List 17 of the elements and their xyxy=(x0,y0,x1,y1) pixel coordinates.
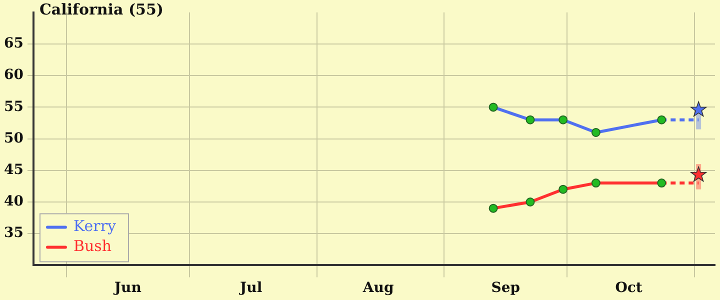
y-tick-label: 45 xyxy=(4,162,24,178)
x-tick-label: Sep xyxy=(491,280,520,296)
point xyxy=(690,166,707,182)
legend-label: Kerry xyxy=(73,217,117,236)
x-tick-label: Jul xyxy=(238,280,262,296)
x-tick-label: Jun xyxy=(112,280,142,296)
x-tick-label: Aug xyxy=(362,280,394,296)
y-tick-label: 55 xyxy=(4,98,24,115)
y-tick-label: 50 xyxy=(4,130,24,146)
y-tick-label: 35 xyxy=(4,225,24,242)
point xyxy=(690,101,707,117)
x-tick-label: Oct xyxy=(615,280,643,296)
legend-label: Bush xyxy=(73,237,112,256)
y-tick-label: 65 xyxy=(4,36,24,52)
y-tick-label: 40 xyxy=(4,194,24,210)
chart-title: California (55) xyxy=(39,0,164,18)
y-tick-label: 60 xyxy=(4,67,24,84)
